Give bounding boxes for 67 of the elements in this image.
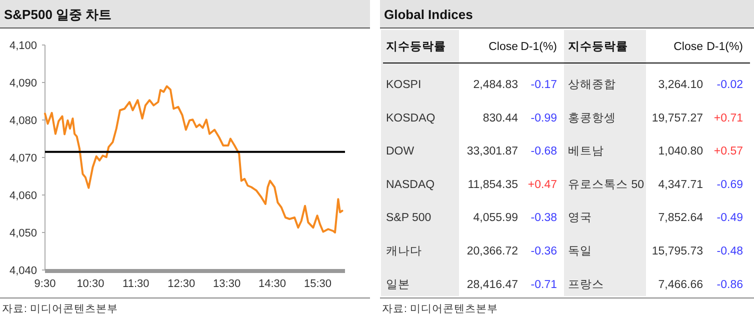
- x-tick-label: 12:30: [168, 278, 196, 290]
- text: -0.17: [530, 79, 557, 91]
- text: +0.47: [528, 178, 557, 191]
- y-tick-label: 4,040: [9, 265, 37, 277]
- text: +0.71: [714, 112, 743, 124]
- chart-title: S&P500 일중 차트: [4, 7, 112, 22]
- category-label: D-1(%): [706, 41, 744, 53]
- text: 캐나다: [386, 246, 422, 258]
- text: 일본: [386, 278, 410, 291]
- x-tick-label: 10:30: [76, 278, 104, 290]
- text: 3,264.10: [658, 79, 703, 91]
- text: 베트남: [568, 146, 604, 158]
- y-tick-label: 4,100: [9, 40, 37, 52]
- text: 상해종합: [568, 79, 616, 91]
- text: 2,484.83: [473, 79, 518, 91]
- x-tick-label: 13:30: [213, 278, 241, 290]
- text: 15,795.73: [652, 246, 703, 258]
- line-series: [44, 85, 344, 234]
- text: 19,757.27: [652, 112, 703, 124]
- text: 7,466.66: [658, 278, 703, 291]
- text: 독일: [568, 246, 592, 258]
- category-label: Close: [488, 41, 518, 53]
- text: -0.36: [530, 246, 557, 258]
- text: 자료: 미디어콘텐츠본부: [382, 303, 498, 315]
- text: S&P 500: [386, 212, 432, 224]
- y-tick-label: 4,050: [9, 228, 37, 240]
- text: 830.44: [482, 112, 518, 124]
- text: 영국: [568, 212, 592, 224]
- text: 유로스톡스 50: [568, 178, 644, 191]
- category-label: 지수등락률: [568, 40, 628, 53]
- text: 33,301.87: [466, 146, 518, 158]
- text: -0.68: [530, 146, 557, 158]
- text: 7,852.64: [658, 212, 703, 224]
- text: KOSPI: [386, 79, 422, 91]
- text: Global Indices: [384, 7, 473, 22]
- y-tick-label: 4,060: [9, 190, 37, 202]
- text: -0.02: [716, 79, 743, 91]
- text: 자료: 미디어콘텐츠본부: [2, 303, 118, 315]
- text: -0.71: [530, 278, 557, 291]
- text: -0.49: [716, 212, 743, 224]
- text: 1,040.80: [658, 146, 703, 158]
- category-label: 지수등락률: [386, 40, 446, 53]
- text: 4,055.99: [473, 212, 518, 224]
- x-tick-label: 15:30: [304, 278, 332, 290]
- text: 홍콩항셍: [568, 112, 616, 124]
- text: 20,366.72: [466, 246, 518, 258]
- y-tick-label: 4,070: [9, 152, 37, 164]
- text: 프랑스: [568, 278, 604, 291]
- x-tick-label: 14:30: [258, 278, 286, 290]
- x-tick-label: 9:30: [34, 278, 56, 290]
- text: KOSDAQ: [386, 112, 436, 124]
- text: -0.69: [716, 178, 743, 191]
- text: 28,416.47: [466, 278, 518, 291]
- text: -0.48: [716, 246, 743, 258]
- text: 4,347.71: [658, 178, 703, 191]
- text: NASDAQ: [386, 178, 435, 191]
- text: -0.86: [716, 278, 743, 291]
- x-tick-label: 11:30: [122, 278, 150, 290]
- text: +0.57: [714, 146, 743, 158]
- y-tick-label: 4,080: [9, 115, 37, 127]
- category-label: D-1(%): [520, 41, 558, 53]
- text: -0.99: [530, 112, 557, 124]
- category-label: Close: [674, 41, 703, 53]
- text: DOW: [386, 146, 414, 158]
- text: 11,854.35: [468, 178, 518, 191]
- text: -0.38: [530, 212, 557, 224]
- y-tick-label: 4,090: [9, 78, 37, 90]
